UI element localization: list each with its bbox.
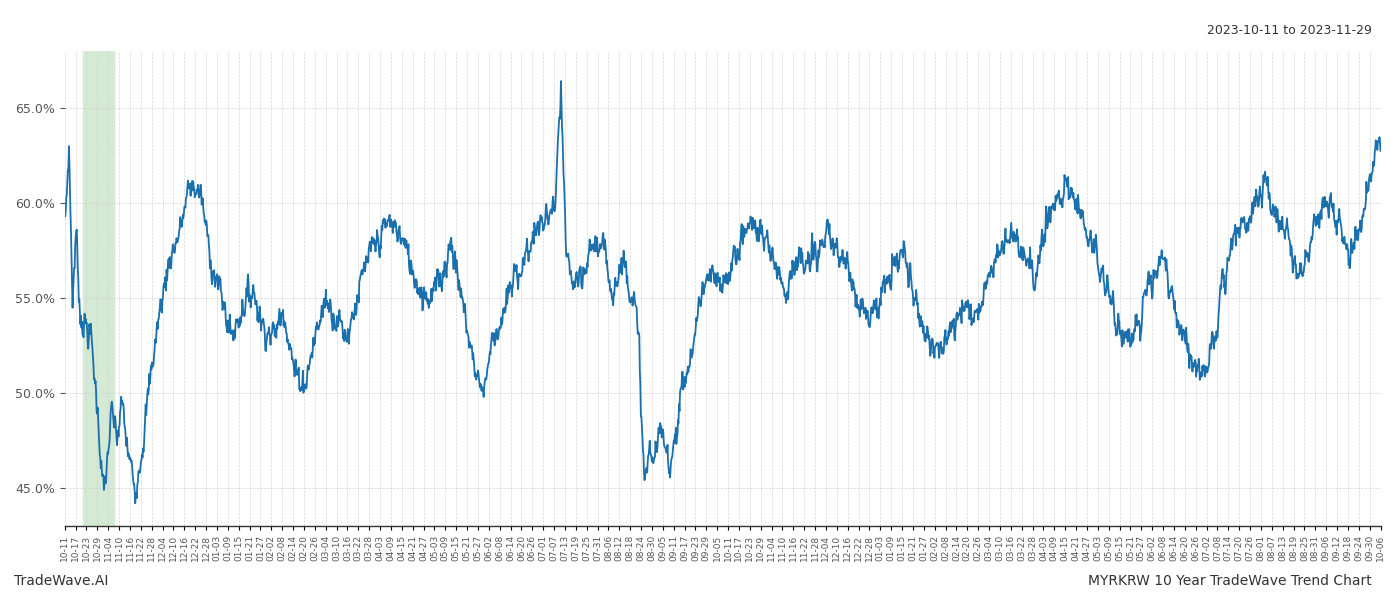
Text: MYRKRW 10 Year TradeWave Trend Chart: MYRKRW 10 Year TradeWave Trend Chart [1088, 574, 1372, 588]
Text: 2023-10-11 to 2023-11-29: 2023-10-11 to 2023-11-29 [1207, 24, 1372, 37]
Text: TradeWave.AI: TradeWave.AI [14, 574, 108, 588]
Bar [83, 51, 115, 526]
